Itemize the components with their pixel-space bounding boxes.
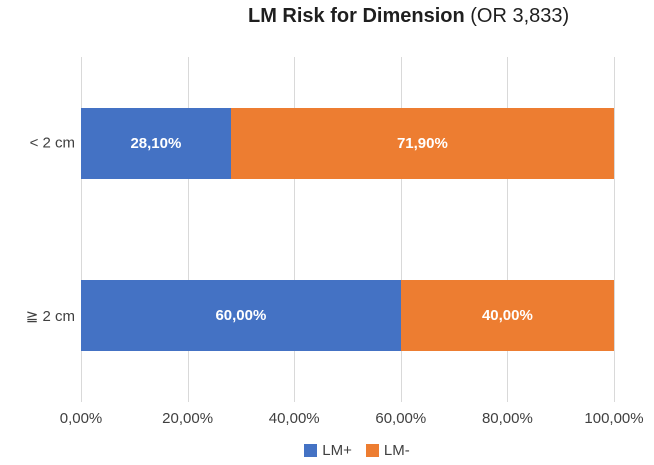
chart-title-suffix: (OR 3,833) — [464, 5, 570, 27]
category-label: < 2 cm — [29, 134, 75, 152]
data-label: 28,10% — [130, 134, 182, 152]
gridline — [294, 57, 296, 402]
plot-area: 28,10% 71,90% 60,00% 40,00% — [81, 57, 615, 402]
data-label: 71,90% — [396, 134, 448, 152]
x-tick-label: 40,00% — [268, 410, 320, 427]
legend-swatch — [304, 444, 318, 457]
legend-swatch — [365, 444, 379, 457]
legend-label: LM- — [383, 442, 410, 459]
bar-segment-lmminus: 71,90% — [230, 107, 614, 179]
x-tick-label: 100,00% — [584, 410, 644, 427]
legend-label: LM+ — [322, 442, 352, 459]
gridline — [81, 57, 82, 402]
data-label: 40,00% — [481, 307, 533, 325]
gridline — [507, 57, 509, 402]
chart-title-main: LM Risk for Dimension — [248, 5, 465, 27]
x-tick-label: 60,00% — [375, 410, 427, 427]
bar-segment-lmminus: 40,00% — [400, 280, 614, 352]
x-tick-label: 20,00% — [162, 410, 214, 427]
legend: LM+ LM- — [30, 442, 654, 459]
data-label: 60,00% — [215, 307, 267, 325]
gridline — [614, 57, 615, 402]
x-tick-label: 0,00% — [59, 410, 103, 427]
gridline — [187, 57, 189, 402]
bar-row-1: 28,10% 71,90% — [81, 107, 614, 179]
legend-item-lmplus: LM+ — [304, 442, 352, 459]
gridline — [400, 57, 402, 402]
legend-item-lmminus: LM- — [365, 442, 410, 459]
x-tick-label: 80,00% — [481, 410, 533, 427]
bar-segment-lmplus: 28,10% — [81, 107, 231, 179]
bar-row-2: 60,00% 40,00% — [81, 280, 614, 352]
category-label: ≧ 2 cm — [25, 307, 75, 325]
chart-title: LM Risk for Dimension (OR 3,833) — [248, 5, 569, 28]
bar-segment-lmplus: 60,00% — [81, 280, 401, 352]
